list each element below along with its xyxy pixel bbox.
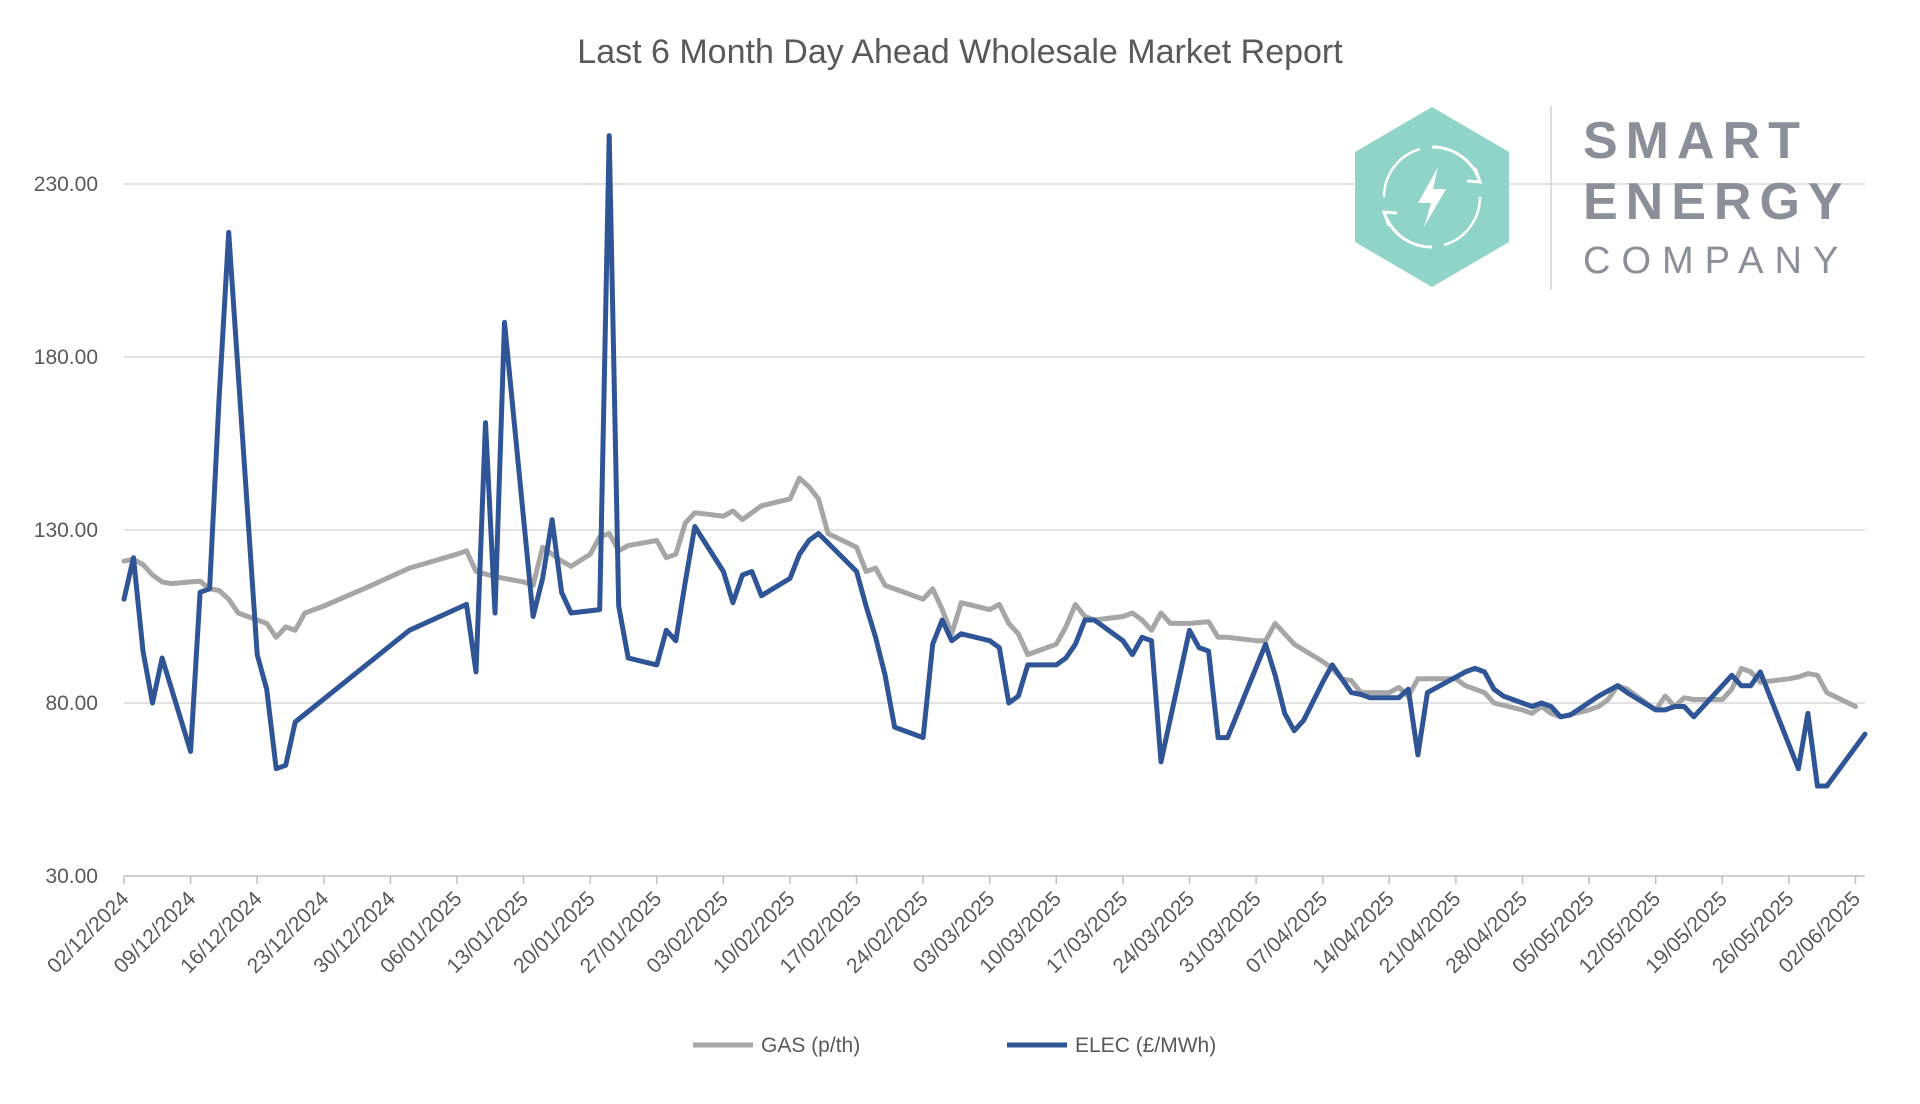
lightning-bolt-icon	[1418, 167, 1446, 227]
chart-title: Last 6 Month Day Ahead Wholesale Market …	[577, 33, 1343, 71]
legend: GAS (p/th) ELEC (£/MWh)	[693, 1034, 1216, 1057]
logo-text-company: COMPANY	[1583, 240, 1849, 282]
x-axis: 02/12/202409/12/202416/12/202423/12/2024…	[43, 875, 1865, 978]
y-tick-label: 180.00	[34, 346, 98, 369]
y-tick-label: 30.00	[45, 865, 98, 888]
y-tick-label: 130.00	[34, 519, 98, 542]
y-tick-label: 230.00	[34, 173, 98, 196]
smart-energy-company-logo: SMART ENERGY COMPANY	[1355, 106, 1851, 290]
logo-text-energy: ENERGY	[1583, 173, 1851, 231]
gridlines	[124, 183, 1865, 704]
logo-text-smart: SMART	[1583, 112, 1808, 170]
lightning-refresh-icon	[1381, 145, 1483, 249]
y-axis-ticks: 30.00 80.00 130.00 180.00 230.00	[34, 173, 98, 888]
series-line-elec	[121, 133, 1868, 789]
series-line-gas	[121, 475, 1858, 720]
legend-label-elec: ELEC (£/MWh)	[1075, 1034, 1216, 1057]
legend-label-gas: GAS (p/th)	[761, 1034, 860, 1057]
y-tick-label: 80.00	[45, 692, 98, 715]
